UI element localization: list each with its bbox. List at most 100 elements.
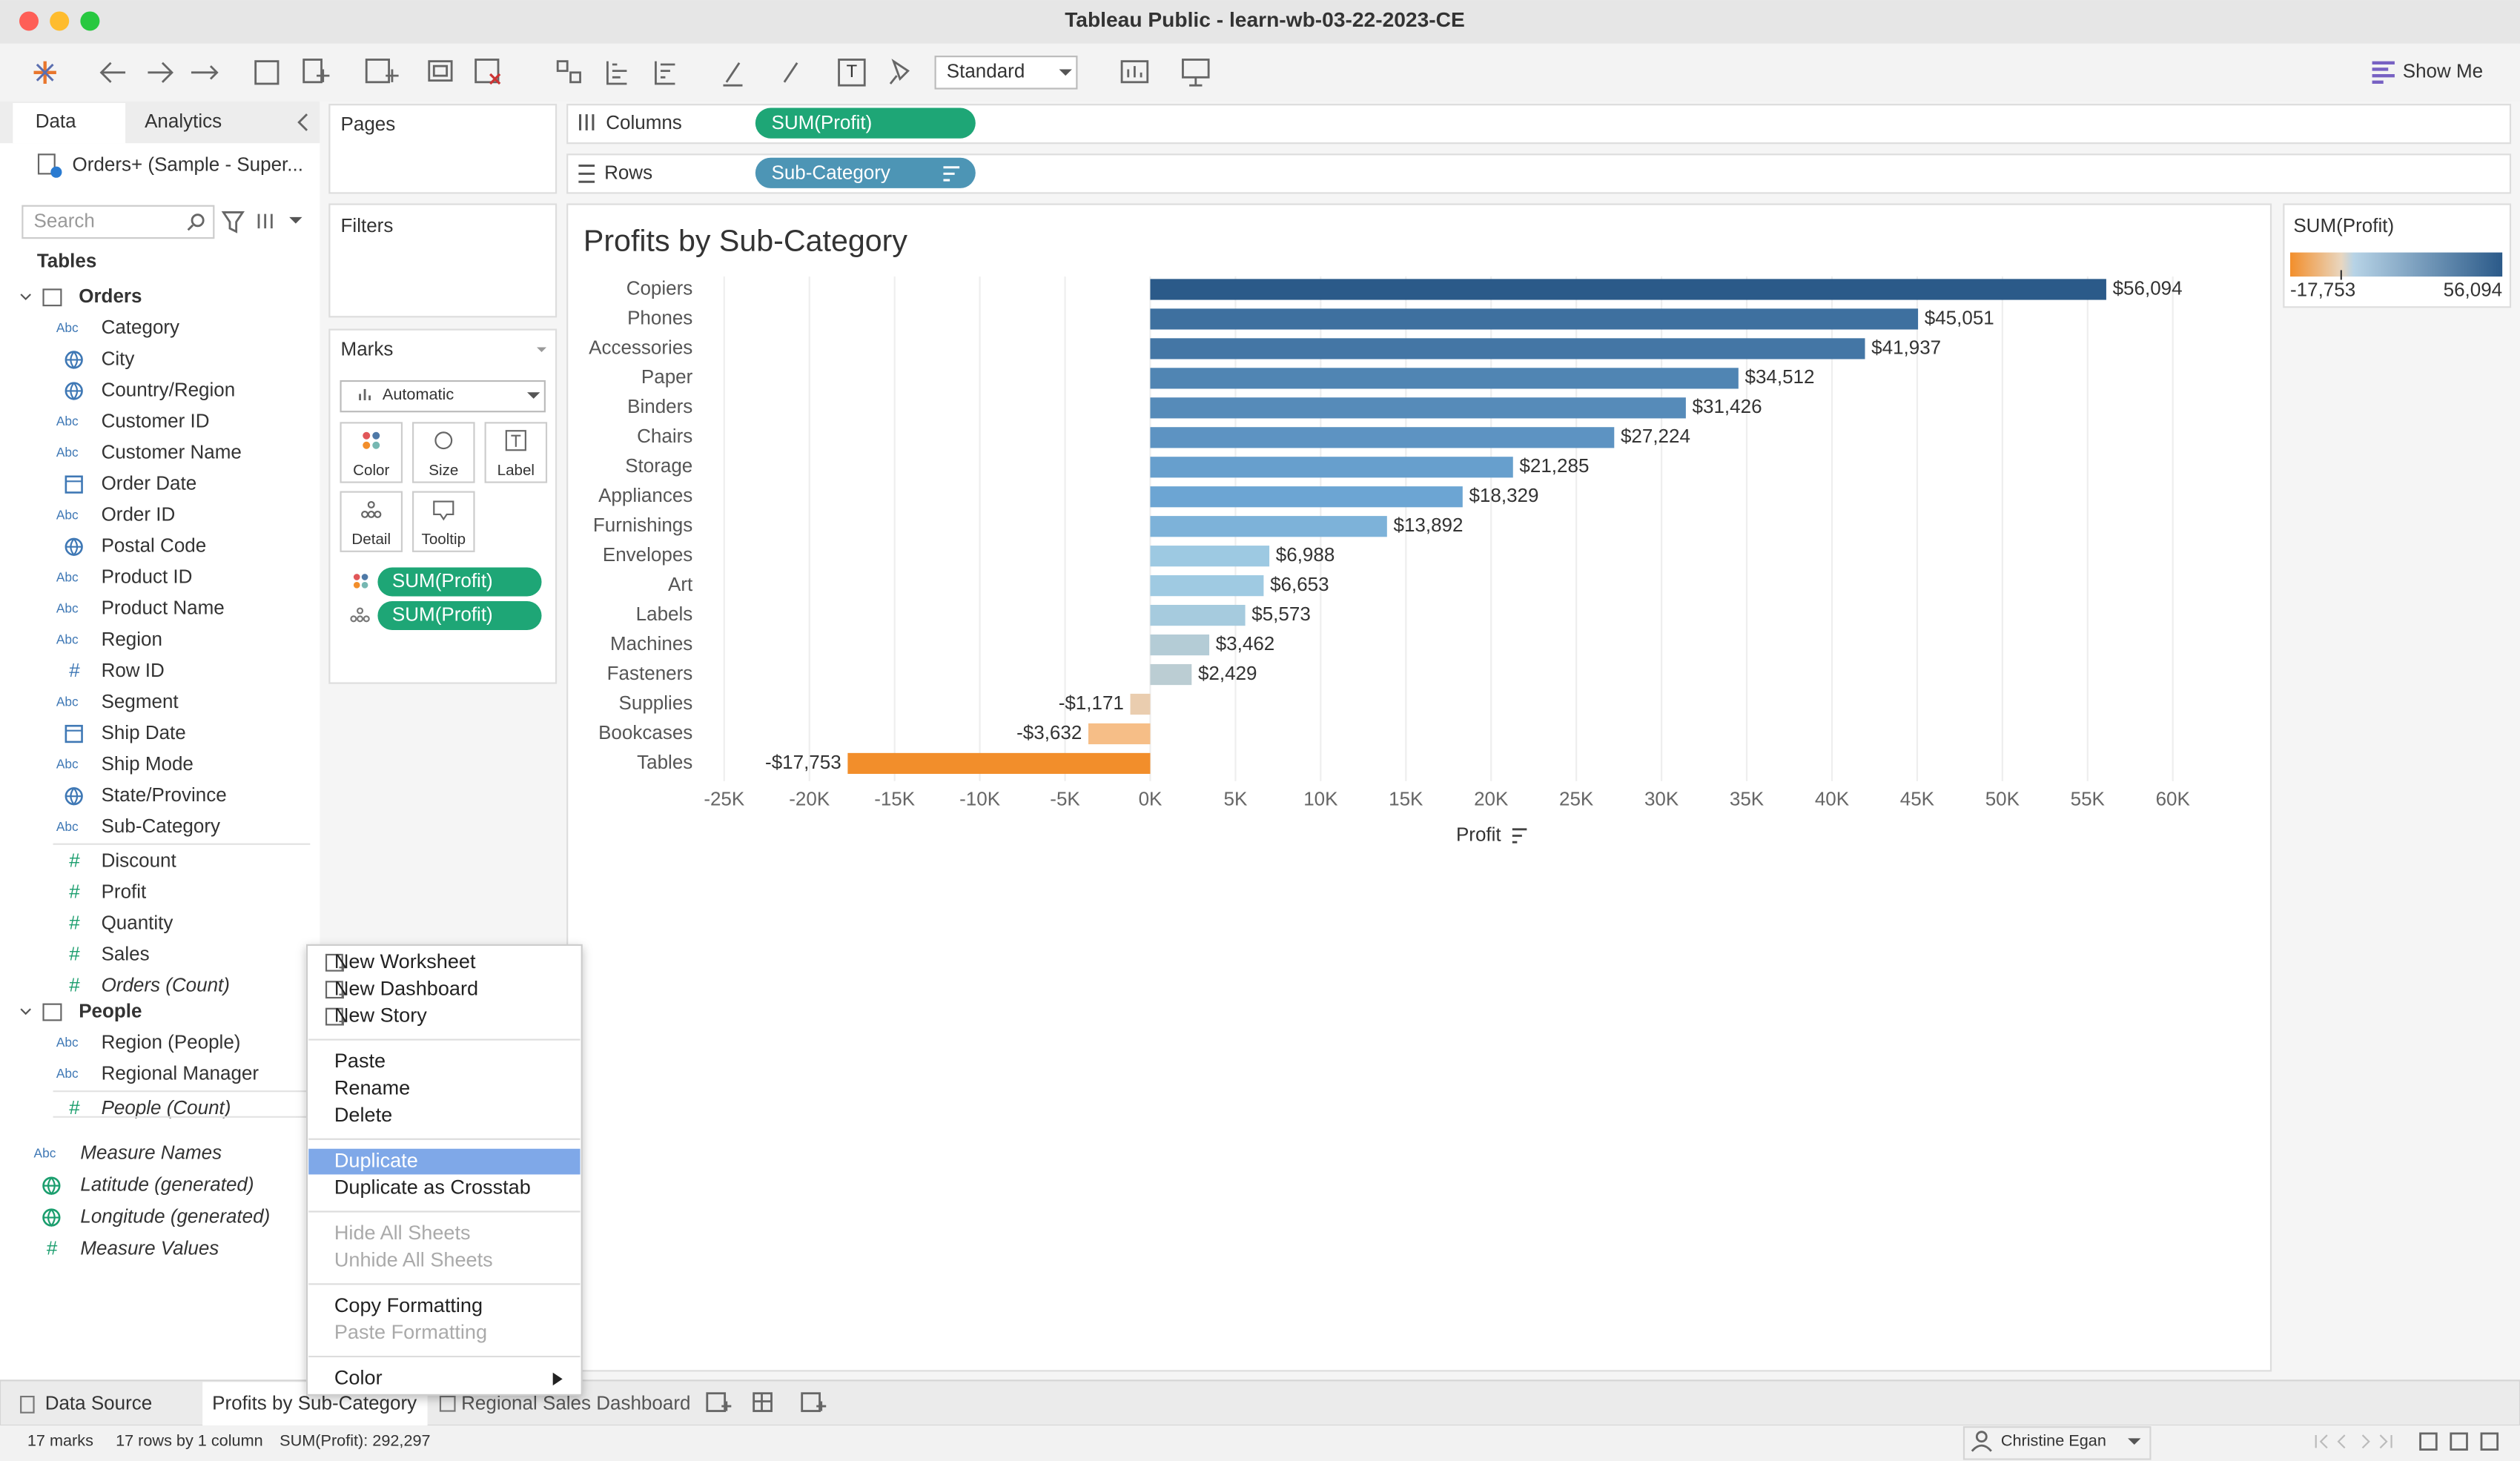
field[interactable]: Sales <box>102 943 150 965</box>
sheet-tab[interactable]: Data Source <box>45 1392 153 1414</box>
field[interactable]: Product ID <box>102 566 193 588</box>
status-nav[interactable] <box>2315 1432 2499 1451</box>
filters-shelf[interactable] <box>328 203 558 318</box>
menu-item[interactable]: Rename <box>334 1076 410 1099</box>
field[interactable]: Ship Mode <box>102 752 194 775</box>
bar[interactable] <box>847 752 1151 775</box>
field[interactable]: Category <box>102 316 180 338</box>
menu-item[interactable]: Color <box>334 1366 383 1389</box>
y-tick-label: Copiers <box>626 276 693 299</box>
field[interactable]: Region (People) <box>102 1030 241 1053</box>
field[interactable]: Sub-Category <box>102 815 220 837</box>
field[interactable]: Row ID <box>102 659 165 681</box>
bar[interactable] <box>1130 693 1151 715</box>
bar[interactable] <box>1150 457 1513 478</box>
fit-dropdown[interactable] <box>934 56 1078 90</box>
tab-label[interactable]: Data <box>36 110 76 132</box>
menu-item[interactable]: Copy Formatting <box>334 1293 483 1316</box>
field[interactable]: Ship Date <box>102 721 186 743</box>
expand-arrow[interactable] <box>20 294 31 300</box>
user-menu[interactable] <box>1962 1426 2152 1460</box>
bar[interactable] <box>1088 723 1151 745</box>
bar[interactable] <box>1150 634 1210 656</box>
field[interactable]: Profit <box>102 881 147 903</box>
marks-menu[interactable] <box>537 347 547 352</box>
menu-item[interactable]: Delete <box>334 1103 392 1126</box>
table-name[interactable]: People <box>79 999 142 1021</box>
field[interactable]: Regional Manager <box>102 1061 259 1084</box>
field[interactable]: Discount <box>102 849 177 871</box>
field-icon: Abc <box>34 1145 56 1160</box>
tab-label[interactable]: Analytics <box>145 110 222 132</box>
field[interactable]: Postal Code <box>102 534 207 557</box>
menu-item[interactable]: New Worksheet <box>334 950 476 973</box>
mark-button[interactable] <box>340 422 403 483</box>
zoom-button[interactable] <box>80 11 100 31</box>
close-button[interactable] <box>19 11 39 31</box>
pill[interactable] <box>377 600 542 631</box>
mark-type[interactable] <box>340 380 546 413</box>
data-source[interactable]: Orders+ (Sample - Super... <box>73 153 303 175</box>
menu-item[interactable]: Paste <box>334 1049 386 1072</box>
field[interactable]: Region <box>102 628 162 650</box>
field-icon: Abc <box>56 1066 79 1081</box>
table-icon <box>42 288 62 307</box>
new-sheet-icons[interactable] <box>706 1392 827 1412</box>
field[interactable]: State/Province <box>102 783 227 806</box>
field[interactable]: Latitude (generated) <box>80 1173 254 1195</box>
bar[interactable] <box>1150 546 1270 567</box>
menu-item[interactable]: New Dashboard <box>334 976 478 999</box>
pill[interactable] <box>377 567 542 597</box>
bar[interactable] <box>1150 427 1615 448</box>
value-label: $31,426 <box>1693 395 1762 417</box>
field[interactable]: City <box>102 347 135 369</box>
bar[interactable] <box>1150 338 1865 360</box>
menu-item[interactable]: New Story <box>334 1004 427 1027</box>
pill[interactable] <box>755 157 976 188</box>
mark-button[interactable] <box>484 422 548 483</box>
bar[interactable] <box>1150 605 1246 626</box>
search-box[interactable] <box>22 205 215 239</box>
field[interactable]: Orders (Count) <box>102 974 230 996</box>
menu-item[interactable]: Duplicate <box>334 1148 418 1171</box>
field[interactable]: Order ID <box>102 503 176 526</box>
bar[interactable] <box>1150 279 2106 300</box>
pill[interactable] <box>755 107 976 139</box>
field[interactable]: Country/Region <box>102 378 236 400</box>
field[interactable]: Customer Name <box>102 440 242 463</box>
field-icon <box>65 475 83 494</box>
mark-type-icon <box>359 388 371 401</box>
field-icon: Abc <box>56 507 79 522</box>
bar[interactable] <box>1150 486 1463 508</box>
data-tab[interactable] <box>13 103 126 144</box>
table-name[interactable]: Orders <box>79 285 142 307</box>
field[interactable]: Product Name <box>102 597 225 619</box>
bar[interactable] <box>1150 368 1739 389</box>
show-me[interactable]: Show Me <box>2403 60 2483 82</box>
menu-item[interactable]: Duplicate as Crosstab <box>334 1176 531 1199</box>
menu-icon <box>339 963 348 972</box>
search-tools[interactable] <box>187 211 302 233</box>
field[interactable]: Quantity <box>102 912 173 934</box>
bar[interactable] <box>1150 516 1387 537</box>
bar[interactable] <box>1150 575 1264 597</box>
bar[interactable] <box>1150 308 1919 330</box>
bar[interactable] <box>1150 397 1686 419</box>
field[interactable]: Customer ID <box>102 409 210 431</box>
bar[interactable] <box>1150 663 1192 686</box>
field[interactable]: Measure Values <box>80 1236 219 1259</box>
pages-shelf[interactable] <box>328 104 558 194</box>
collapse-icon[interactable] <box>297 113 308 131</box>
field[interactable]: Measure Names <box>80 1142 222 1164</box>
field[interactable]: People (Count) <box>102 1096 231 1119</box>
field[interactable]: Order Date <box>102 471 197 494</box>
table-icon <box>42 1003 62 1021</box>
minimize-button[interactable] <box>50 11 70 31</box>
expand-arrow[interactable] <box>20 1008 31 1016</box>
field[interactable]: Longitude (generated) <box>80 1205 270 1227</box>
sort-icon[interactable] <box>1512 828 1527 844</box>
field[interactable]: Segment <box>102 690 179 712</box>
toolbar-icons[interactable]: T <box>33 59 2395 87</box>
legend-max: 56,094 <box>2444 279 2503 301</box>
y-tick-label: Storage <box>625 454 692 477</box>
